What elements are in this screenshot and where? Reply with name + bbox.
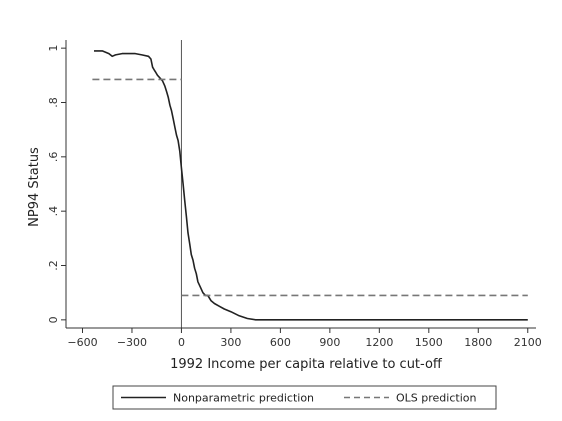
x-tick-label: 2100 (514, 336, 542, 349)
x-tick-label: 900 (319, 336, 340, 349)
x-tick-label: 600 (270, 336, 291, 349)
y-axis-title: NP94 Status (27, 147, 42, 227)
legend: Nonparametric prediction OLS prediction (113, 386, 496, 409)
y-tick-label: .2 (47, 260, 60, 271)
y-tick-label: 1 (47, 45, 60, 52)
y-tick-label: .4 (47, 206, 60, 217)
x-tick-label: 1500 (415, 336, 443, 349)
series-nonparametric-prediction-line (94, 51, 528, 320)
x-tick-label: 1800 (464, 336, 492, 349)
x-axis-title: 1992 Income per capita relative to cut-o… (170, 357, 443, 372)
plot-area (92, 40, 527, 328)
x-tick-label: −600 (67, 336, 97, 349)
axes: −600 −300 0 300 600 900 1200 1500 1800 2100 0 .2 .4.… (47, 40, 542, 349)
legend-label-nonparametric: Nonparametric prediction (173, 392, 314, 405)
legend-label-ols: OLS prediction (396, 392, 476, 405)
x-tick-label: 1200 (365, 336, 393, 349)
x-tick-label: 0 (178, 336, 185, 349)
y-tick-label: .6 (47, 152, 60, 163)
x-tick-label: 300 (220, 336, 241, 349)
x-tick-label: −300 (117, 336, 147, 349)
y-tick-label: .8 (47, 97, 60, 108)
y-tick-label: 0 (47, 316, 60, 323)
